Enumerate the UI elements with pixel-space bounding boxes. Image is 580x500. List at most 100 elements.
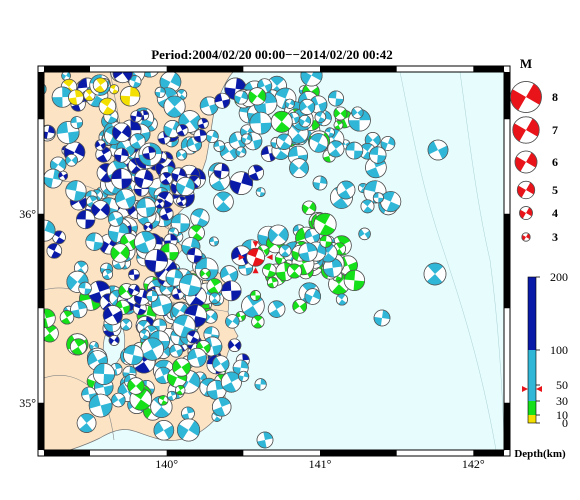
event-beachball [300, 72, 323, 87]
event-beachball [262, 263, 277, 278]
event-beachball [101, 54, 117, 70]
event-beachball [170, 213, 191, 233]
event-beachball [110, 243, 130, 263]
depth-tick-label-30: 30 [556, 394, 568, 408]
earthquake-events [0, 54, 449, 449]
event-beachball [44, 124, 56, 140]
event-beachball [175, 149, 188, 161]
event-beachball [220, 280, 242, 302]
event-beachball [249, 111, 273, 135]
event-beachball [287, 263, 302, 279]
event-beachball [299, 98, 316, 115]
magnitude-legend-label-6: 6 [552, 155, 558, 169]
event-beachball [69, 338, 87, 356]
event-beachball [240, 133, 252, 145]
event-beachball [127, 377, 145, 395]
event-beachball [176, 195, 187, 207]
event-beachball [85, 232, 104, 251]
seafloor-contours [399, 72, 504, 450]
event-beachball [372, 192, 384, 204]
event-beachball [166, 390, 177, 401]
event-beachball [211, 397, 232, 417]
event-beachball [129, 133, 146, 150]
magnitude-legend-label-5: 5 [552, 183, 558, 197]
event-beachball [373, 309, 391, 327]
event-beachball [146, 290, 159, 303]
event-beachball [219, 265, 239, 284]
event-beachball [134, 169, 154, 189]
event-beachball [213, 191, 234, 213]
event-beachball [0, 125, 19, 144]
event-beachball [333, 120, 344, 130]
event-beachball [284, 98, 295, 109]
event-beachball [76, 209, 96, 230]
event-beachball [298, 114, 312, 128]
event-beachball [327, 140, 345, 158]
event-beachball [369, 146, 387, 164]
event-beachball [256, 431, 274, 449]
event-beachball [90, 200, 111, 220]
highlight-event-beachball [246, 247, 265, 267]
event-beachball [380, 136, 396, 151]
event-beachball [51, 86, 73, 108]
event-beachball [159, 171, 173, 186]
magnitude-legend-label-8: 8 [552, 90, 558, 104]
event-beachball [335, 293, 348, 306]
magnitude-legend-label-4: 4 [552, 206, 558, 220]
event-beachball [130, 110, 143, 123]
event-beachball [423, 262, 447, 286]
event-beachball [276, 133, 293, 150]
magnitude-legend-ball-3 [521, 232, 531, 242]
event-beachball [111, 392, 126, 408]
event-beachball [199, 268, 211, 280]
event-beachball [110, 168, 133, 190]
depth-bar-segment [528, 350, 536, 401]
event-beachball [251, 315, 265, 329]
event-beachball [304, 288, 321, 305]
event-beachball [136, 197, 156, 218]
magnitude-legend-label-3: 3 [552, 230, 558, 244]
event-beachball [380, 191, 402, 213]
event-beachball [313, 212, 337, 236]
depth-legend-title: Depth(km) [514, 448, 566, 460]
event-beachball [351, 106, 364, 119]
event-beachball [309, 95, 328, 114]
depth-tick-label-0: 0 [562, 416, 568, 430]
depth-marker-left [522, 386, 528, 392]
event-beachball [70, 116, 84, 129]
event-beachball [143, 222, 154, 232]
event-beachball [114, 188, 136, 210]
event-beachball [199, 96, 219, 116]
event-beachball [169, 344, 183, 358]
depth-bar-segment [528, 415, 536, 423]
event-beachball [163, 119, 182, 139]
map-frame [37, 65, 511, 457]
event-beachball [255, 187, 266, 198]
event-beachball [156, 191, 174, 209]
magnitude-legend-ball-6 [514, 150, 538, 174]
event-beachball [70, 300, 88, 319]
depth-tick-label-10: 10 [556, 408, 568, 422]
event-beachball [235, 146, 247, 158]
event-beachball [98, 97, 117, 116]
event-beachball [113, 147, 129, 163]
event-beachball [267, 224, 289, 246]
event-beachball [233, 90, 249, 105]
event-beachball [112, 72, 133, 84]
event-beachball [360, 199, 375, 214]
event-beachball [308, 133, 329, 153]
event-beachball [132, 301, 147, 316]
event-beachball [65, 180, 87, 202]
event-beachball [163, 95, 186, 118]
event-beachball [102, 305, 123, 326]
event-beachball [427, 139, 449, 161]
event-beachball [78, 281, 92, 296]
event-beachball [229, 171, 254, 195]
event-beachball [213, 140, 226, 152]
event-beachball [238, 370, 250, 382]
event-beachball [59, 310, 75, 325]
magnitude-legend-ball-7 [512, 116, 540, 144]
magnitude-legend-label-7: 7 [552, 123, 558, 137]
